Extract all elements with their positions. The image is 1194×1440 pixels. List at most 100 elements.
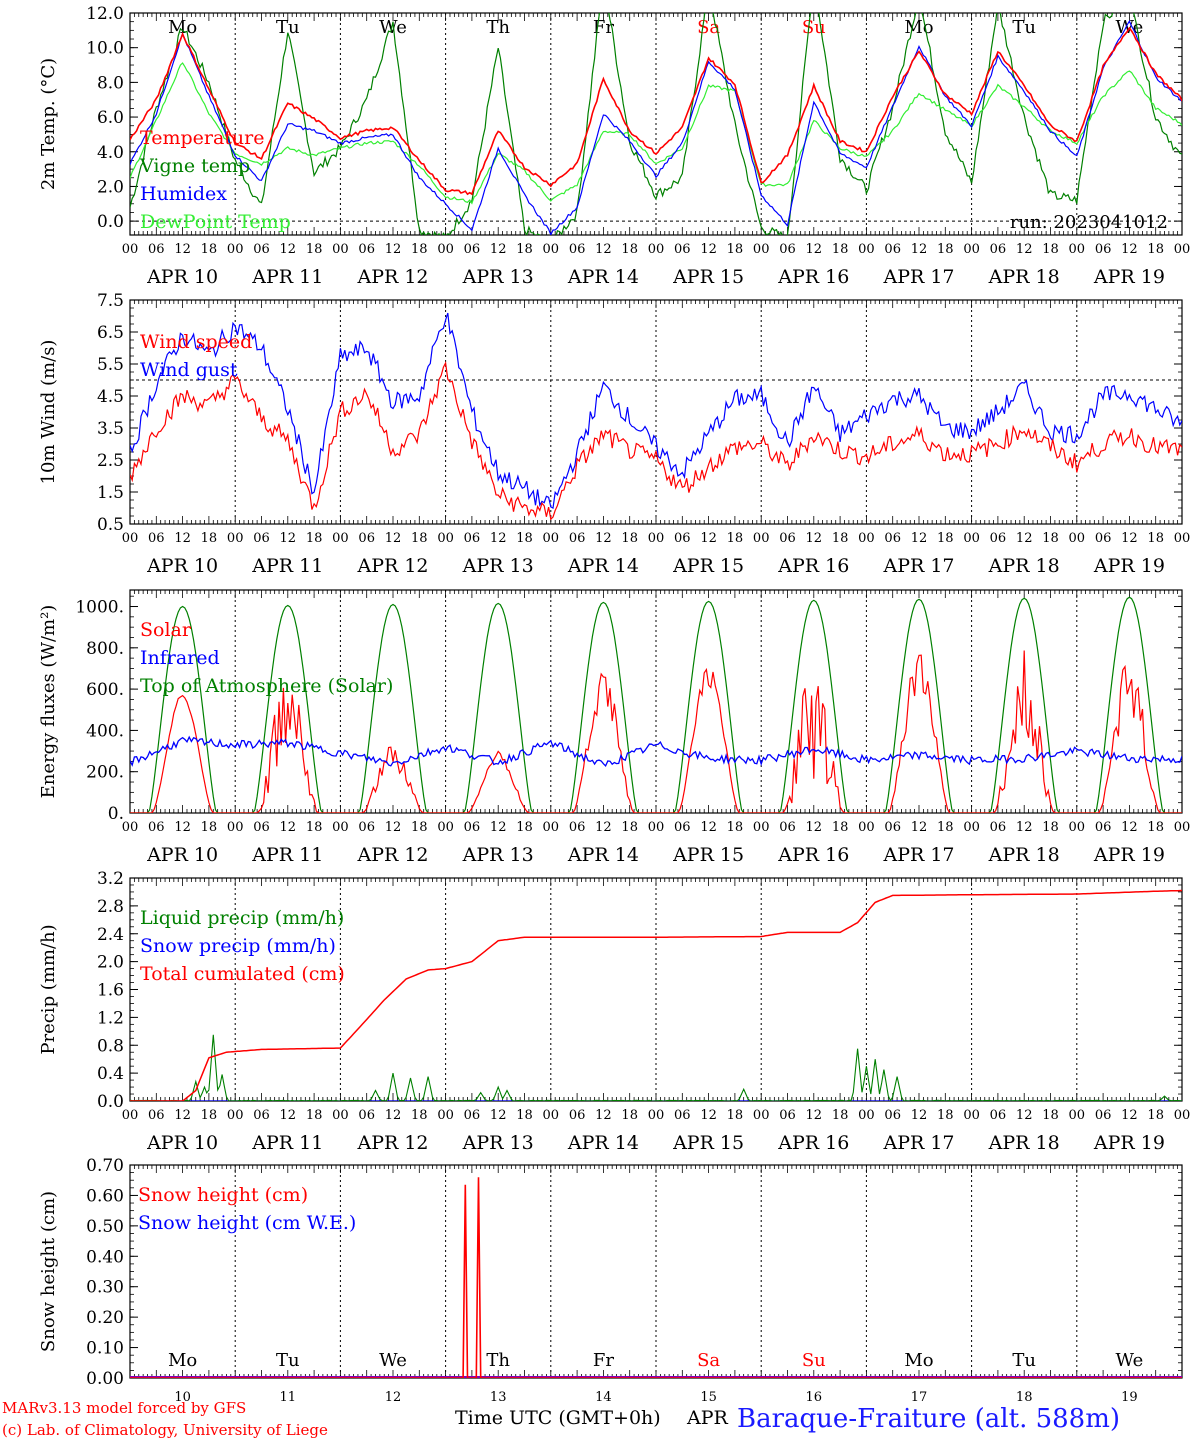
hour-label: 00 [648,1108,665,1123]
hour-label: 12 [595,820,612,835]
hour-label: 00 [122,531,139,546]
series-dewpoint-temp-line [130,62,1182,205]
date-label: APR 16 [777,844,849,866]
footer: MARv3.13 model forced by GFS (c) Lab. of … [2,1399,1120,1439]
hour-label: 12 [700,531,717,546]
legend-entry: Solar [140,619,192,641]
panel-frame [129,12,1183,236]
hour-label: 00 [1069,531,1086,546]
day-name: Fr [593,1350,614,1371]
hour-label: 06 [569,1108,586,1123]
day-name: Th [486,17,510,38]
day-name: Tu [1012,1350,1036,1371]
hour-label: 18 [832,820,849,835]
day-name: Su [802,1350,826,1371]
date-label: APR 18 [988,844,1060,866]
hour-label: 12 [1121,242,1138,257]
day-name: Tu [276,17,300,38]
hour-label: 12 [806,820,823,835]
date-label: APR 19 [1093,266,1165,288]
hour-label: 06 [253,242,270,257]
y-tick-label: 0.40 [86,1247,124,1267]
hour-label: 00 [543,242,560,257]
hour-label: 18 [832,531,849,546]
day-number: 19 [1121,1390,1138,1405]
hour-label: 06 [253,531,270,546]
hour-label: 12 [806,242,823,257]
hour-label: 06 [569,531,586,546]
y-axis-label: Energy fluxes (W/m²) [38,605,59,799]
hour-label: 12 [595,242,612,257]
hour-label: 06 [358,1108,375,1123]
hour-label: 00 [1069,820,1086,835]
day-name: We [1116,1350,1144,1371]
day-number: 12 [385,1390,402,1405]
hour-label: 18 [727,820,744,835]
legend-entry: Liquid precip (mm/h) [140,907,344,929]
day-name: Mo [904,1350,933,1371]
hour-label: 18 [306,1108,323,1123]
hour-label: 00 [227,242,244,257]
y-tick-label: 1.2 [97,1008,124,1028]
y-tick-label: 0.5 [97,515,124,535]
hour-label: 18 [411,1108,428,1123]
lab-credit: (c) Lab. of Climatology, University of L… [2,1421,328,1439]
date-label: APR 19 [1093,1132,1165,1154]
date-label: APR 13 [462,555,534,577]
hour-label: 18 [621,242,638,257]
hour-label: 12 [700,1108,717,1123]
y-tick-label: 0.10 [86,1339,124,1359]
hour-label: 00 [753,1108,770,1123]
hour-label: 00 [1069,1108,1086,1123]
legend-entry: Humidex [140,183,227,205]
hour-label: 00 [858,531,875,546]
date-label: APR 11 [251,1132,323,1154]
hour-label: 00 [332,820,349,835]
hour-label: 18 [516,531,533,546]
panel-3: 0. 200. 400. 600. 800. 1000. Energy fluxes (W/… [38,589,1190,866]
legend-entry: Snow height (cm W.E.) [138,1212,356,1234]
hour-label: 12 [280,531,297,546]
hour-label: 00 [227,531,244,546]
hour-label: 18 [306,531,323,546]
y-tick-label: 0.8 [97,1036,124,1056]
y-tick-label: 0.50 [86,1217,124,1237]
hour-label: 00 [227,1108,244,1123]
hour-label: 06 [358,820,375,835]
hour-label: 00 [543,531,560,546]
hour-label: 12 [174,820,191,835]
y-tick-label: 2.0 [97,177,124,197]
y-tick-label: 200. [86,763,124,783]
date-label: APR 18 [988,266,1060,288]
hour-label: 12 [806,1108,823,1123]
legend-entry: Snow height (cm) [138,1184,308,1206]
panel-5: 0.00 0.10 0.20 0.30 0.40 0.50 0.60 0.70 Snow hei… [38,1156,1183,1405]
y-tick-label: 0.60 [86,1186,124,1206]
series-wind-speed-line [130,361,1182,521]
legend-entry: Wind speed [140,331,252,353]
hour-label: 06 [1095,1108,1112,1123]
hour-label: 06 [990,242,1007,257]
day-name: Mo [168,1350,197,1371]
y-tick-label: 10.0 [86,39,124,59]
hour-label: 12 [911,820,928,835]
hour-label: 12 [911,242,928,257]
date-label: APR 11 [251,555,323,577]
y-tick-label: 2.0 [97,953,124,973]
date-label: APR 11 [251,844,323,866]
hour-label: 12 [385,820,402,835]
hour-label: 12 [700,820,717,835]
date-label: APR 12 [356,844,428,866]
series-temperature-line [130,26,1182,196]
hour-label: 00 [332,1108,349,1123]
panel-2: 0.5 1.5 2.5 3.5 4.5 5.5 6.5 7.5 10m Wind (m/s) 00… [38,291,1190,577]
y-tick-label: 7.5 [97,291,124,311]
hour-label: 06 [884,1108,901,1123]
hour-label: 06 [1095,531,1112,546]
date-label: APR 11 [251,266,323,288]
date-label: APR 13 [462,844,534,866]
y-tick-label: 12.0 [86,4,124,24]
day-number: 10 [174,1390,191,1405]
hour-label: 06 [779,242,796,257]
